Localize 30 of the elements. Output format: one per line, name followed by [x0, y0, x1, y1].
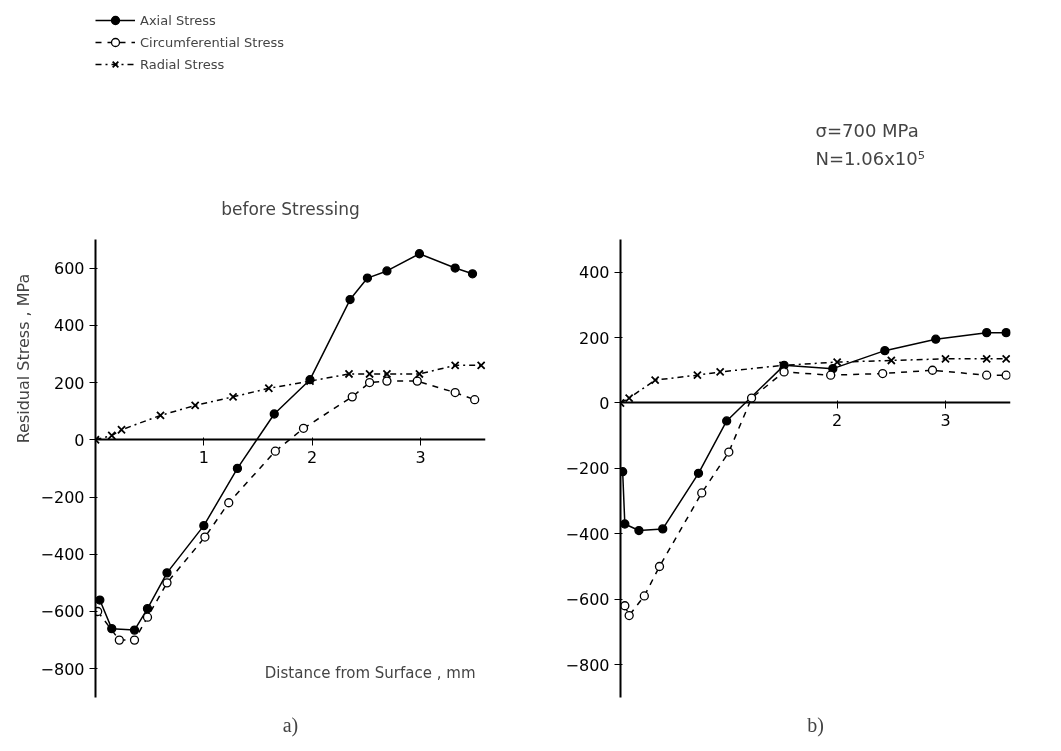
- y-tick-label: 400: [578, 263, 610, 283]
- x-tick-label: 3: [940, 410, 951, 430]
- x-axis-title: Distance from Surface , mm: [264, 664, 476, 683]
- text: N=1.06x10⁵: [815, 148, 925, 170]
- x-tick-label: 2: [307, 447, 318, 467]
- x-tick-label: 2: [832, 410, 843, 430]
- y-tick-label: −600: [565, 590, 610, 610]
- y-tick-label: −600: [40, 602, 85, 622]
- y-tick-label: 400: [53, 316, 85, 336]
- y-tick-label: −200: [565, 459, 610, 479]
- x-tick-label: 3: [415, 447, 426, 467]
- legend-label: Circumferential Stress: [140, 33, 285, 52]
- y-tick-label: −200: [40, 488, 85, 508]
- chart-title: before Stressing: [221, 199, 360, 220]
- y-tick-label: 0: [599, 393, 610, 413]
- y-tick-label: 200: [53, 373, 85, 393]
- text: a): [282, 713, 299, 737]
- y-tick-label: −400: [40, 545, 85, 565]
- x-tick-label: 1: [198, 447, 209, 467]
- y-axis-title: Residual Stress , MPa: [13, 273, 33, 444]
- y-tick-label: 600: [53, 259, 85, 279]
- legend-label: Radial Stress: [140, 55, 225, 74]
- y-tick-label: −800: [565, 655, 610, 675]
- y-tick-label: −400: [565, 524, 610, 544]
- y-tick-label: 0: [74, 430, 85, 450]
- text: σ=700 MPa: [815, 120, 919, 142]
- legend-label: Axial Stress: [140, 11, 216, 30]
- y-tick-label: 200: [578, 328, 610, 348]
- text: b): [807, 713, 824, 737]
- y-tick-label: −800: [40, 659, 85, 679]
